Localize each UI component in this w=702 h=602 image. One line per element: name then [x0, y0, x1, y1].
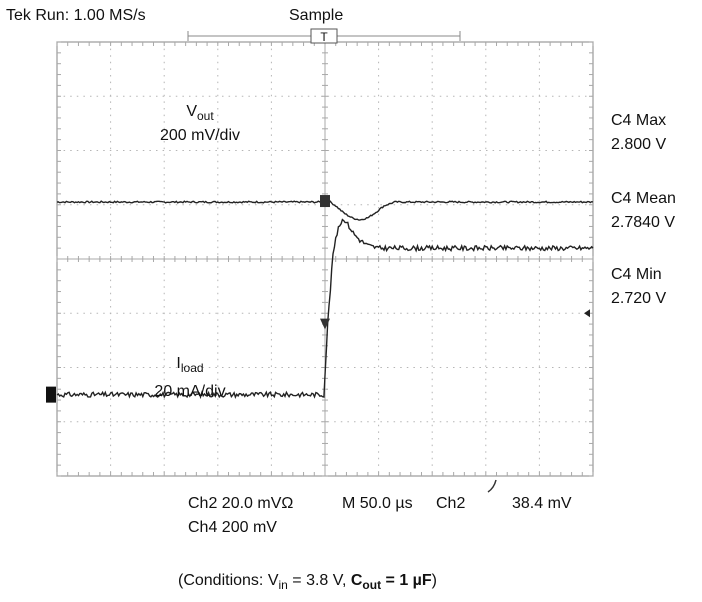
iload-trace	[56, 218, 594, 400]
caption-cout-label: C	[350, 572, 363, 589]
caption-vin-value: = 3.8 V,	[287, 572, 351, 589]
caption-suffix: )	[431, 572, 437, 589]
conditions-caption: (Conditions: Vin = 3.8 V, Cout = 1 µF)	[178, 571, 437, 592]
trigger-channel: Ch2	[436, 495, 466, 512]
ch2-ground-marker	[46, 386, 56, 403]
timebase-setting: M 50.0 µs	[342, 495, 413, 512]
measure-min-value: 2.720 V	[611, 290, 667, 307]
vout-label: Vout	[140, 102, 260, 123]
iload-label: Iload	[130, 354, 250, 375]
measure-max-name: C4 Max	[611, 112, 667, 129]
iload-label-sub: load	[180, 361, 204, 375]
acquisition-status: Tek Run: 1.00 MS/s	[6, 7, 146, 24]
iload-label-main: I	[176, 355, 181, 372]
ch4-setting: Ch4 200 mV	[188, 519, 277, 536]
trigger-slope-icon	[487, 479, 497, 493]
caption-cout-sub: out	[362, 578, 382, 592]
trigger-level: 38.4 mV	[512, 495, 572, 512]
caption-vin-sub: in	[278, 578, 288, 592]
trigger-position-box	[310, 28, 338, 44]
measure-mean-value: 2.7840 V	[611, 214, 676, 231]
record-bar: T	[187, 28, 461, 44]
graticule-ticks	[56, 41, 594, 477]
measure-mean-name: C4 Mean	[611, 190, 676, 207]
channel-markers	[46, 195, 590, 493]
vout-trigger-marker	[320, 195, 330, 208]
iload-trigger-marker	[320, 318, 330, 330]
trigger-position-label: T	[320, 30, 328, 44]
ch2-setting: Ch2 20.0 mVΩ	[188, 495, 294, 512]
vout-scale: 200 mV/div	[159, 127, 241, 144]
caption-prefix: (Conditions: V	[178, 572, 279, 589]
vout-label-main: V	[186, 103, 197, 120]
measure-max-value: 2.800 V	[611, 136, 667, 153]
iload-scale: 20 mA/div	[154, 383, 226, 400]
acquisition-mode: Sample	[289, 7, 344, 24]
trigger-level-arrow	[584, 309, 590, 318]
caption-cout-value: = 1 µF	[381, 572, 432, 589]
caption-cout: Cout = 1 µF	[350, 572, 432, 592]
measure-min-name: C4 Min	[611, 266, 662, 283]
vout-label-sub: out	[196, 109, 214, 123]
